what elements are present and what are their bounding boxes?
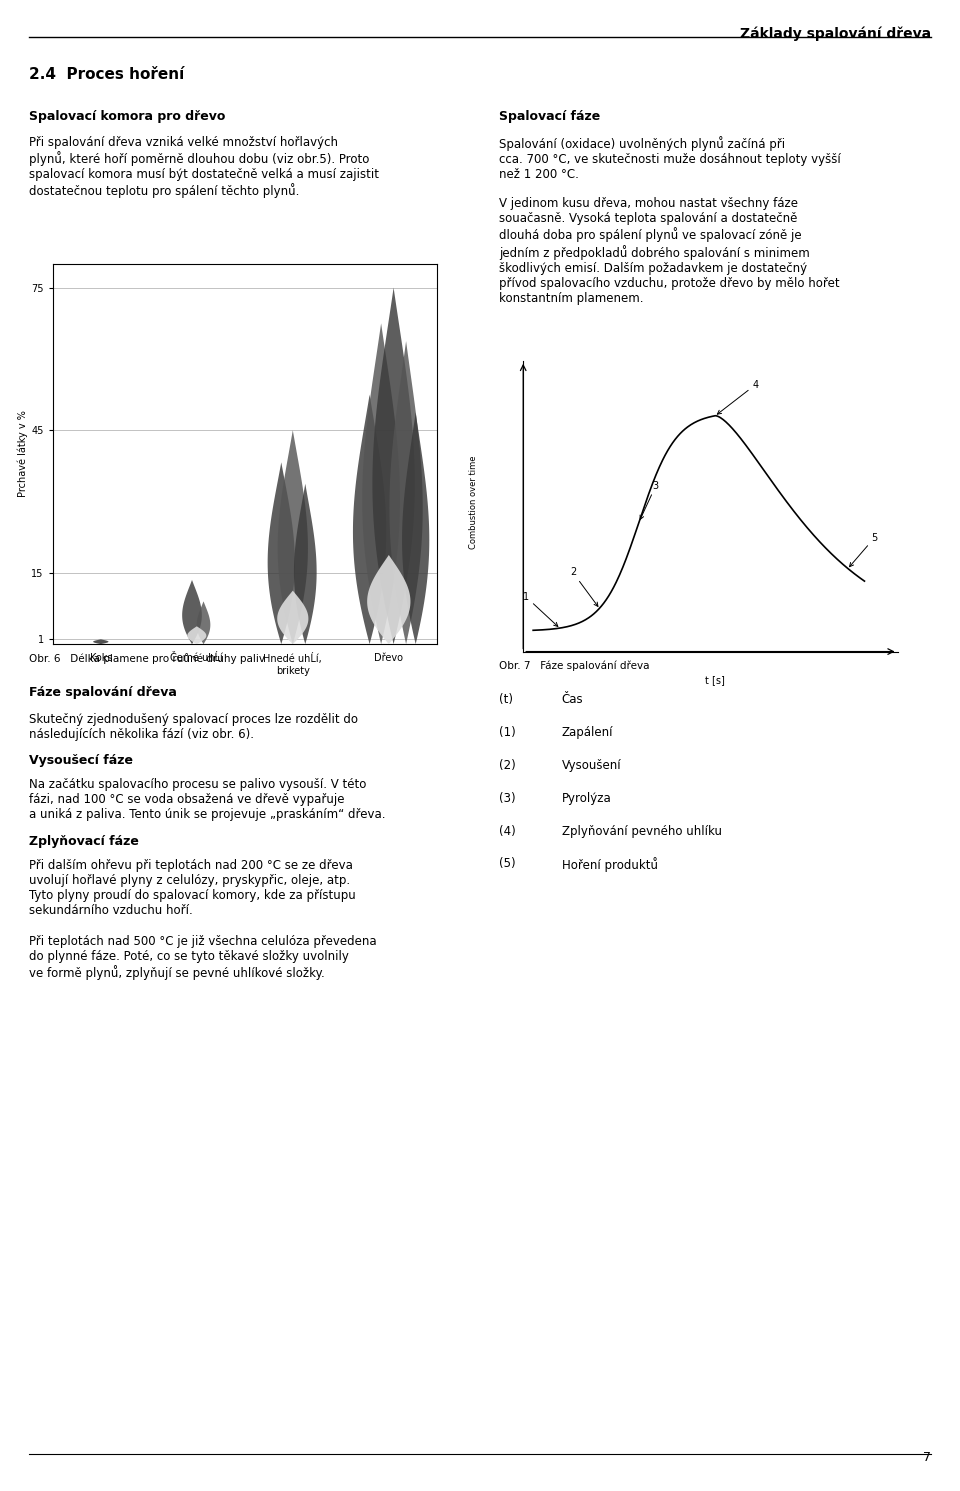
Text: Hoření produktů: Hoření produktů [562,857,658,872]
Text: V jedinom kusu dřeva, mohou nastat všechny fáze
souačasně. Vysoká teplota spalov: V jedinom kusu dřeva, mohou nastat všech… [499,197,840,304]
Text: Obr. 6   Délka plamene pro ruůné druhy paliv: Obr. 6 Délka plamene pro ruůné druhy pal… [29,653,265,663]
Polygon shape [390,341,422,644]
Text: Zplyňovací fáze: Zplyňovací fáze [29,835,138,848]
Text: (1): (1) [499,726,516,740]
Polygon shape [402,413,429,644]
Polygon shape [182,580,202,644]
Polygon shape [93,640,108,644]
Text: Základy spalování dřeva: Základy spalování dřeva [740,27,931,42]
Text: t [s]: t [s] [706,675,726,684]
Text: Při dalším ohřevu při teplotách nad 200 °C se ze dřeva
uvolují hořlavé plyny z c: Při dalším ohřevu při teplotách nad 200 … [29,859,355,917]
Text: 7: 7 [924,1451,931,1464]
Polygon shape [277,431,308,644]
Polygon shape [277,590,308,644]
Text: 5: 5 [850,532,877,567]
Text: Spalování (oxidace) uvolněných plynů začíná při
cca. 700 °C, ve skutečnosti muž: Spalování (oxidace) uvolněných plynů za… [499,136,841,180]
Polygon shape [372,288,415,644]
Text: Obr. 7   Fáze spalování dřeva: Obr. 7 Fáze spalování dřeva [499,661,650,671]
Text: Při spalování dřeva vzniká velké množství hořlavých
plynů, které hoří poměrně d: Při spalování dřeva vzniká velké množstv… [29,136,379,198]
Text: Fáze spalování dřeva: Fáze spalování dřeva [29,686,177,699]
Text: 3: 3 [640,480,659,519]
Polygon shape [187,626,206,644]
Text: (2): (2) [499,759,516,772]
Text: Vysoušení: Vysoušení [562,759,621,772]
Text: 1: 1 [523,592,558,626]
Text: Zplyňování pevného uhlíku: Zplyňování pevného uhlíku [562,825,722,838]
Text: 2: 2 [570,568,598,607]
Text: 2.4  Proces hoření: 2.4 Proces hoření [29,67,184,82]
Text: (3): (3) [499,792,516,805]
Text: Skutečný zjednodušený spalovací proces lze rozdělit do
následujících několika fá: Skutečný zjednodušený spalovací proces l… [29,713,358,741]
Text: (t): (t) [499,693,514,707]
Polygon shape [268,462,295,644]
Text: Na začátku spalovacího procesu se palivo vysouší. V této
fázi, nad 100 °C se vod: Na začátku spalovacího procesu se palivo… [29,778,385,822]
Text: Zapálení: Zapálení [562,726,613,740]
Polygon shape [367,555,411,644]
Polygon shape [353,395,386,644]
Polygon shape [294,483,317,644]
Text: Spalovací fáze: Spalovací fáze [499,110,600,124]
Polygon shape [362,324,400,644]
Text: (5): (5) [499,857,516,871]
Y-axis label: Prchavé látky v %: Prchavé látky v % [18,410,29,498]
Text: Combustion over time: Combustion over time [469,456,478,549]
Polygon shape [197,601,210,644]
Text: Čas: Čas [562,693,584,707]
Text: 4: 4 [717,380,758,414]
Text: (4): (4) [499,825,516,838]
Text: Spalovací komora pro dřevo: Spalovací komora pro dřevo [29,110,226,124]
Text: Vysoušecí fáze: Vysoušecí fáze [29,754,132,768]
Text: Při teplotách nad 500 °C je již všechna celulóza převedena
do plynné fáze. Poté,: Při teplotách nad 500 °C je již všechna … [29,935,376,980]
Text: Pyrolýza: Pyrolýza [562,792,612,805]
